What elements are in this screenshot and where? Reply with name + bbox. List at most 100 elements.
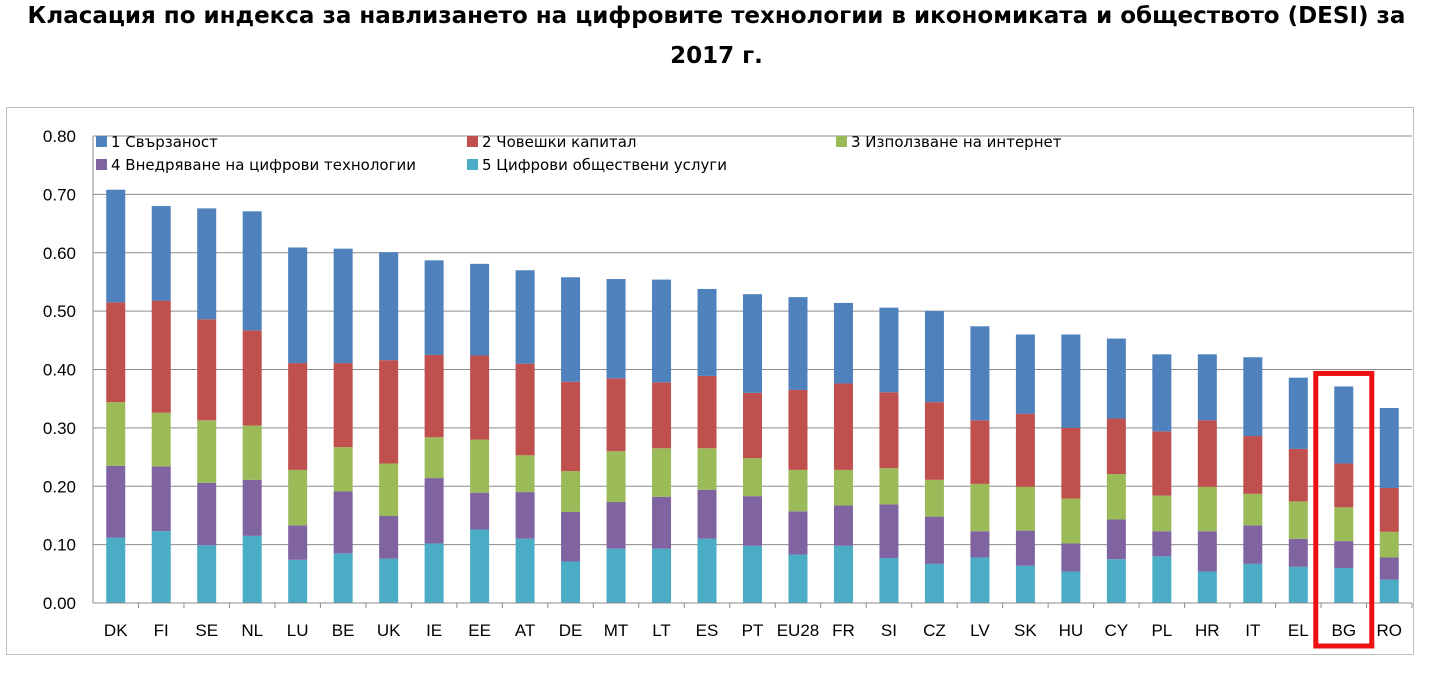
bar-segment xyxy=(106,302,126,403)
bar-segment xyxy=(561,381,581,472)
bar-segment xyxy=(697,288,717,376)
bar-segment xyxy=(879,392,899,469)
bar-segment xyxy=(1152,531,1172,557)
bar-segment xyxy=(606,502,626,549)
bar-stack-bg xyxy=(1334,386,1354,603)
bar-stack-lu xyxy=(288,247,308,603)
bar-segment xyxy=(743,392,762,459)
bar-segment xyxy=(1061,334,1081,428)
bar-segment xyxy=(879,468,899,505)
x-tick-label: MT xyxy=(604,621,629,640)
bar-segment xyxy=(1379,488,1399,532)
bar-segment xyxy=(788,389,808,470)
bar-segment xyxy=(1379,579,1399,603)
x-tick-label: CZ xyxy=(923,621,946,640)
bar-stack-hu xyxy=(1061,334,1081,603)
bar-segment xyxy=(1061,498,1081,544)
bar-segment xyxy=(1152,495,1172,532)
bar-segment xyxy=(833,505,853,546)
bar-segment xyxy=(379,463,399,517)
bar-segment xyxy=(197,420,217,483)
bar-stack-ro xyxy=(1379,408,1399,603)
bar-segment xyxy=(197,545,217,603)
x-tick-label: IT xyxy=(1245,621,1260,640)
x-tick-label: NL xyxy=(241,621,263,640)
bar-segment xyxy=(333,248,353,364)
y-tick-label: 0.50 xyxy=(43,302,76,321)
bar-segment xyxy=(424,354,444,438)
bar-segment xyxy=(1243,563,1263,603)
bar-segment xyxy=(697,375,717,449)
bar-segment xyxy=(288,525,308,560)
bar-segment xyxy=(697,448,717,490)
x-tick-label: FI xyxy=(154,621,169,640)
bar-segment xyxy=(242,330,262,426)
x-tick-label: HU xyxy=(1059,621,1084,640)
bar-segment xyxy=(561,561,581,603)
bar-segment xyxy=(970,483,990,532)
bar-stack-it xyxy=(1243,357,1263,603)
bar-segment xyxy=(470,492,490,530)
bar-segment xyxy=(515,538,535,603)
bar-segment xyxy=(561,511,581,562)
x-tick-label: UK xyxy=(377,621,401,640)
y-tick-label: 0.30 xyxy=(43,419,76,438)
bar-segment xyxy=(970,531,990,558)
bar-segment xyxy=(652,548,672,603)
bar-segment xyxy=(1334,386,1354,464)
bar-segment xyxy=(1197,531,1217,572)
bar-segment xyxy=(606,548,626,603)
bar-stack-sk xyxy=(1015,334,1035,603)
bar-segment xyxy=(1379,408,1399,489)
bar-stack-uk xyxy=(379,252,399,603)
bar-stack-de xyxy=(561,277,581,603)
bar-stack-pt xyxy=(743,294,762,603)
bar-segment xyxy=(470,355,490,440)
x-tick-label: FR xyxy=(832,621,855,640)
bar-segment xyxy=(652,496,672,549)
y-tick-label: 0.60 xyxy=(43,244,76,263)
bar-segment xyxy=(743,545,762,603)
bar-segment xyxy=(1334,507,1354,542)
x-tick-label: ES xyxy=(696,621,719,640)
y-tick-label: 0.70 xyxy=(43,185,76,204)
bar-segment xyxy=(970,326,990,421)
bar-segment xyxy=(924,402,944,480)
bar-segment xyxy=(151,412,171,467)
bar-segment xyxy=(379,360,399,464)
bar-segment xyxy=(424,437,444,479)
bar-stack-nl xyxy=(242,211,262,603)
bar-segment xyxy=(379,516,399,559)
legend-swatch xyxy=(836,136,847,147)
bar-segment xyxy=(1334,567,1354,603)
bar-segment xyxy=(1061,543,1081,572)
bar-segment xyxy=(197,208,217,320)
bar-stack-hr xyxy=(1197,354,1217,603)
bar-segment xyxy=(1061,571,1081,603)
y-tick-label: 0.80 xyxy=(43,127,76,146)
bar-segment xyxy=(470,263,490,356)
legend-label: 2 Човешки капитал xyxy=(482,133,636,151)
legend-label: 4 Внедряване на цифрови технологии xyxy=(111,156,416,174)
bar-segment xyxy=(833,545,853,603)
bar-stack-se xyxy=(197,208,217,603)
x-tick-label: AT xyxy=(515,621,535,640)
bar-segment xyxy=(242,425,262,480)
bar-segment xyxy=(1243,357,1263,437)
bar-segment xyxy=(106,537,126,603)
bar-stack-ee xyxy=(470,263,490,603)
bar-segment xyxy=(561,277,581,382)
bar-stack-ie xyxy=(424,260,444,603)
x-tick-label: SE xyxy=(195,621,218,640)
bar-segment xyxy=(652,279,672,383)
chart-title-line-2: 2017 г. xyxy=(670,43,763,69)
bar-segment xyxy=(379,252,399,361)
bar-segment xyxy=(1015,413,1035,487)
bar-stack-fi xyxy=(151,206,171,603)
bar-segment xyxy=(1152,556,1172,603)
bar-segment xyxy=(652,382,672,449)
bar-segment xyxy=(924,479,944,517)
bar-segment xyxy=(1288,377,1308,449)
bar-segment xyxy=(788,511,808,555)
